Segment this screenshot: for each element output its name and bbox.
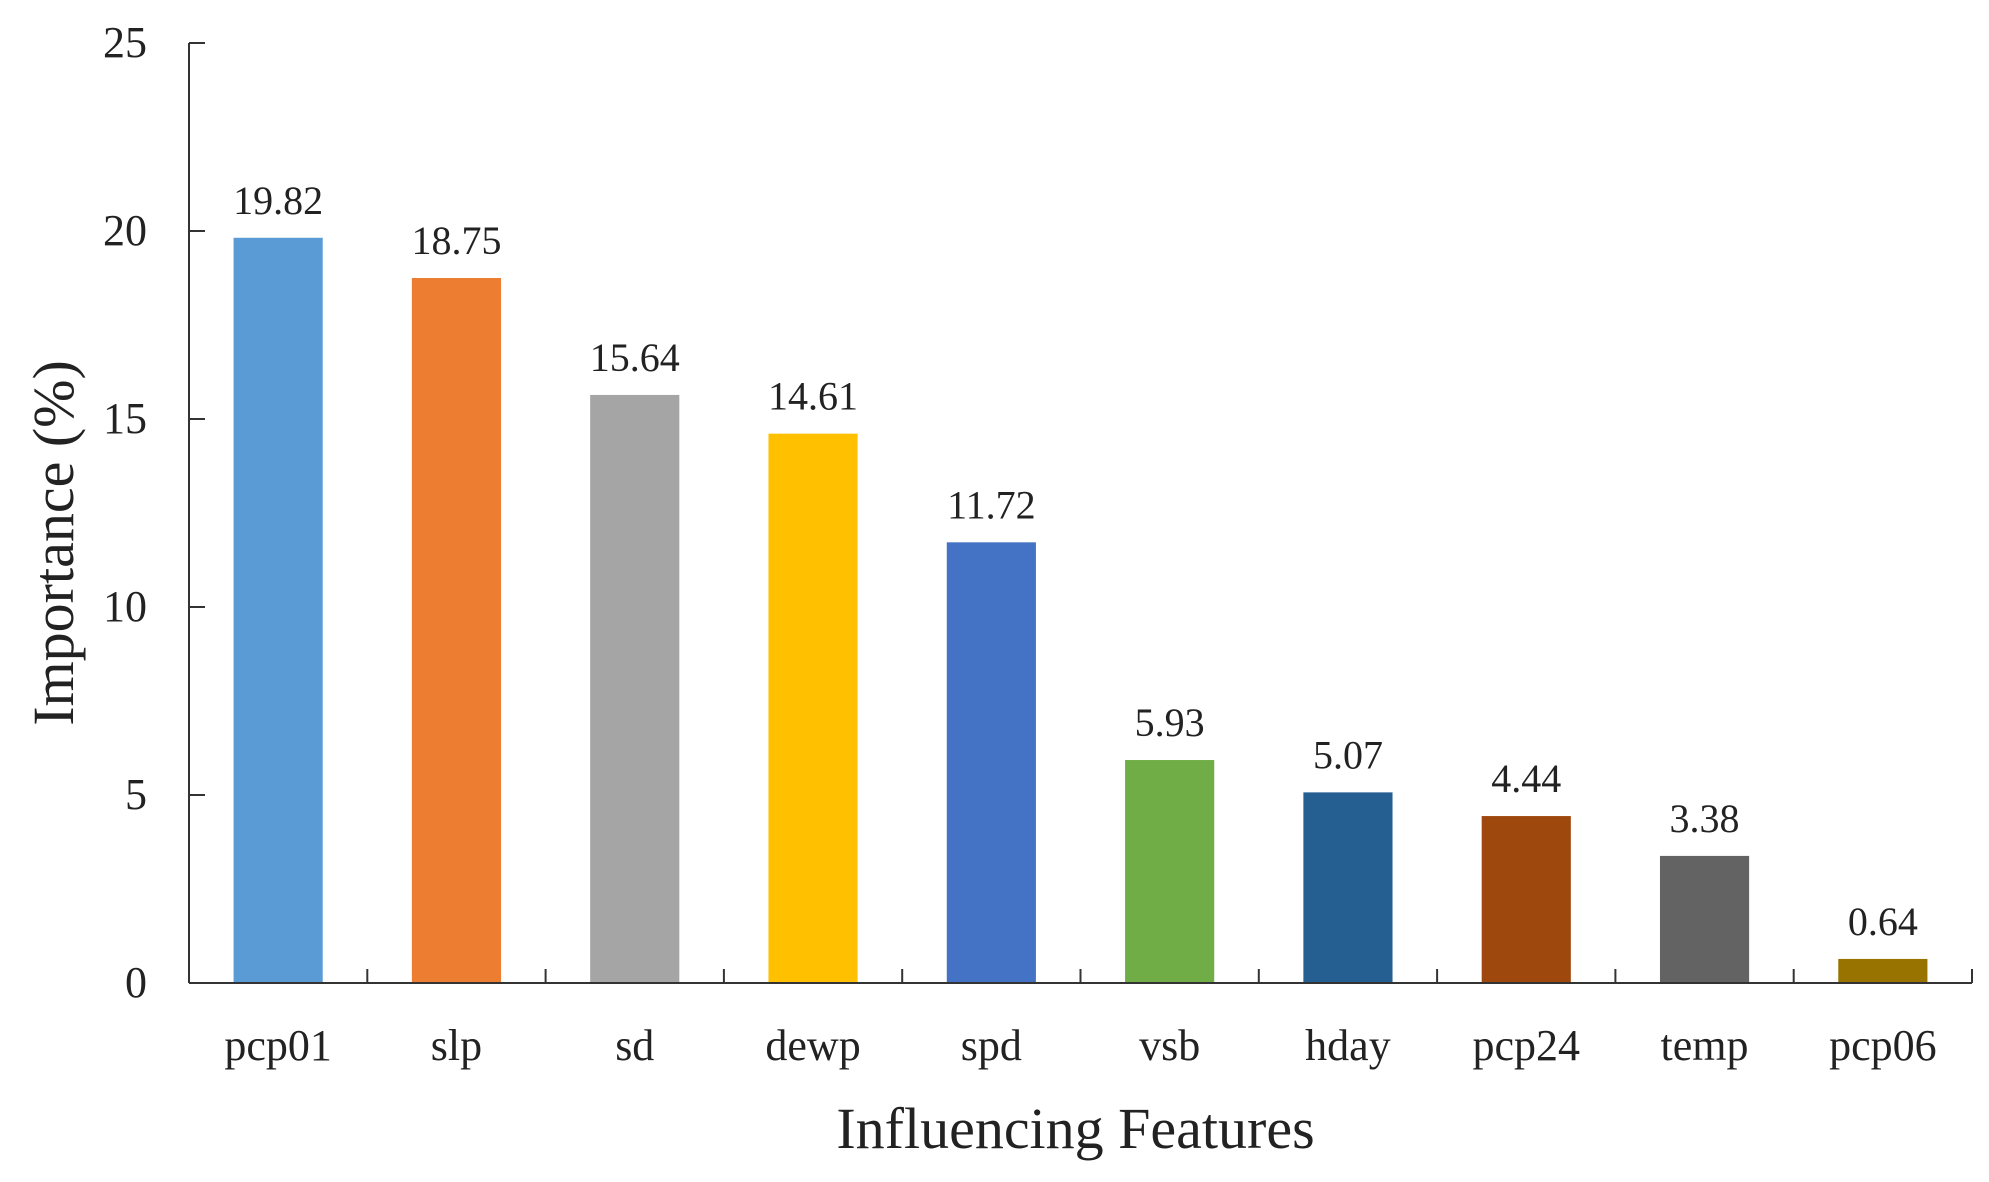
bar-pcp01 [233, 237, 323, 983]
x-tick-label-slp: slp [431, 1021, 482, 1070]
data-label-pcp01: 19.82 [233, 178, 323, 223]
x-tick-label-sd: sd [615, 1021, 654, 1070]
bar-hday [1303, 792, 1393, 983]
data-label-spd: 11.72 [947, 482, 1036, 527]
y-tick-label: 15 [103, 394, 147, 443]
data-labels-group: 19.82 18.75 15.64 14.61 11.72 5.93 5.07 4.44 3.3… [233, 178, 1918, 944]
data-label-pcp24: 4.44 [1491, 756, 1561, 801]
x-tick-label-spd: spd [961, 1021, 1022, 1070]
y-tick-label: 25 [103, 18, 147, 67]
data-label-temp: 3.38 [1670, 796, 1740, 841]
y-tick-label: 10 [103, 582, 147, 631]
data-label-dewp: 14.61 [768, 374, 858, 419]
data-label-slp: 18.75 [411, 218, 501, 263]
data-label-pcp06: 0.64 [1848, 899, 1918, 944]
y-tick-label: 0 [125, 958, 147, 1007]
y-axis-ticks: 0 5 10 15 20 25 [103, 18, 205, 1007]
bar-pcp06 [1838, 958, 1928, 983]
bar-dewp [768, 433, 858, 983]
y-axis-title: Importance (%) [21, 360, 86, 726]
data-label-vsb: 5.93 [1135, 700, 1205, 745]
data-label-hday: 5.07 [1313, 732, 1383, 777]
x-tick-label-hday: hday [1305, 1021, 1391, 1070]
x-tick-label-pcp24: pcp24 [1472, 1021, 1580, 1070]
x-tick-labels-group: pcp01 slp sd dewp spd vsb hday pcp24 temp pcp06 [224, 1021, 1936, 1070]
x-tick-label-vsb: vsb [1139, 1021, 1200, 1070]
x-axis-ticks [366, 969, 1973, 983]
x-tick-label-dewp: dewp [765, 1021, 860, 1070]
x-tick-label-temp: temp [1661, 1021, 1749, 1070]
bar-pcp24 [1481, 816, 1571, 983]
y-tick-label: 5 [125, 770, 147, 819]
bar-spd [946, 542, 1036, 983]
bar-slp [411, 278, 502, 983]
bars-group [233, 237, 1928, 983]
y-tick-label: 20 [103, 206, 147, 255]
bar-sd [590, 394, 680, 983]
x-tick-label-pcp06: pcp06 [1829, 1021, 1937, 1070]
data-label-sd: 15.64 [590, 335, 680, 380]
bar-temp [1659, 855, 1750, 983]
bar-vsb [1125, 760, 1215, 983]
x-tick-label-pcp01: pcp01 [224, 1021, 332, 1070]
x-axis-title: Influencing Features [836, 1096, 1314, 1161]
